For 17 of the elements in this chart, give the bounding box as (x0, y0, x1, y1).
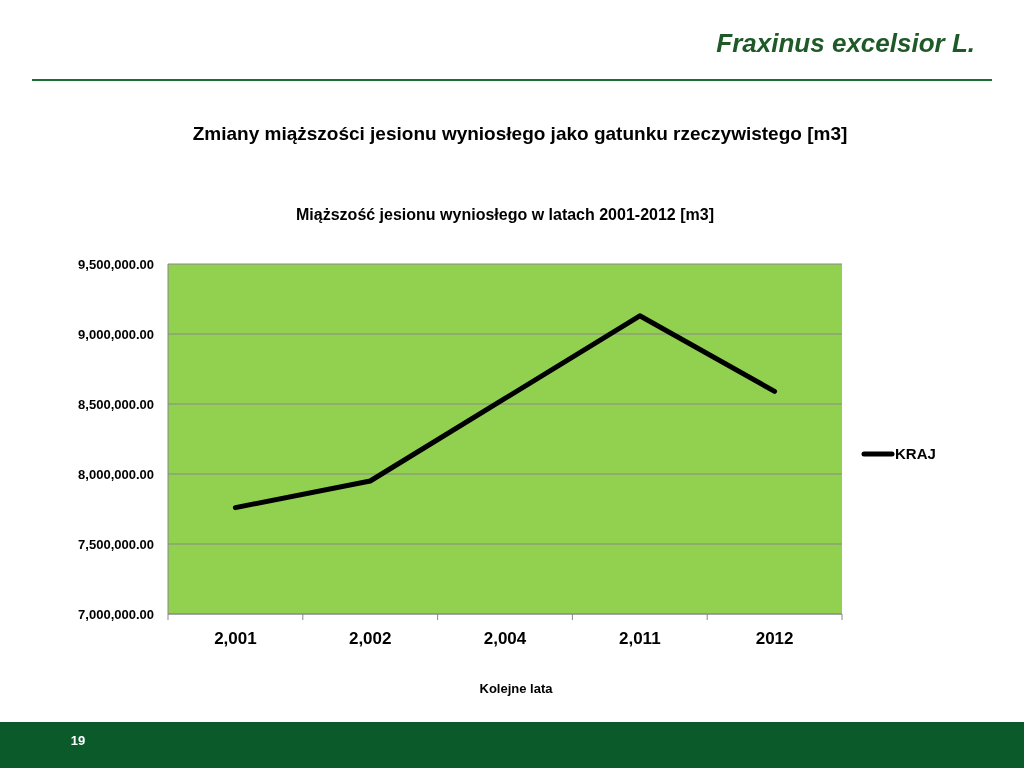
chart-subtitle: Miąższość jesionu wyniosłego w latach 2001-2012 [m3] (296, 206, 714, 223)
x-tick-label: 2,004 (483, 629, 527, 648)
chart-title: Zmiany miąższości jesionu wyniosłego jako gatunku rzeczywistego [m3] (192, 123, 848, 144)
text: 19 (70, 733, 86, 748)
text: Fraxinus excelsior L. (716, 28, 975, 58)
y-tick-label: 7,500,000.00 (78, 536, 154, 552)
x-tick-label: 2,001 (214, 629, 257, 648)
y-tick-label: 8,500,000.00 (78, 396, 154, 412)
y-tick-label: 8,000,000.00 (78, 466, 154, 482)
y-tick-label: 9,000,000.00 (78, 326, 154, 342)
x-axis-title: Kolejne lata (479, 681, 554, 696)
x-tick-label: 2,002 (348, 629, 392, 648)
x-tick-label: 2012 (755, 629, 794, 648)
y-tick-label: 9,500,000.00 (78, 256, 154, 272)
y-tick-label: 7,000,000.00 (78, 606, 154, 622)
x-tick-label: 2,011 (619, 629, 661, 648)
legend-label: KRAJ (895, 445, 936, 463)
